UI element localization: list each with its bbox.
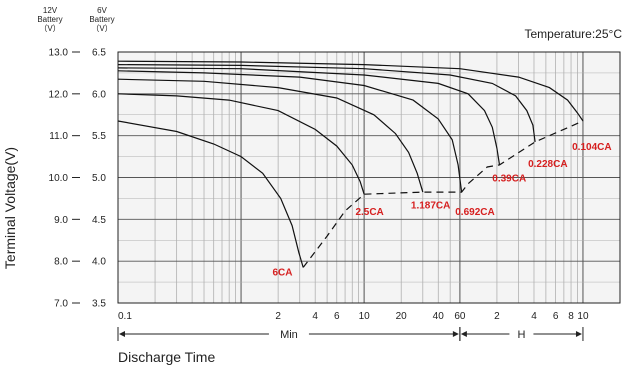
x-tick-label: 0.1 [118,311,132,322]
x-tick-label: 4 [312,311,318,322]
x-tick-label: 6 [334,311,340,322]
x-axis-title: Discharge Time [118,349,215,365]
rate-label: 0.228CA [528,159,567,170]
y-tick-12v: 8.0 [54,257,68,268]
y-tick-6v: 4.5 [92,215,106,226]
y-tick-12v: 9.0 [54,215,68,226]
x-tick-label: 4 [531,311,537,322]
y-header-line: Battery [37,15,62,24]
y-header-line: （V） [39,24,60,33]
y-header-line: （V） [91,24,112,33]
segment-arrowhead [576,331,582,337]
y-tick-6v: 6.5 [92,48,106,59]
x-tick-label: 2 [275,311,281,322]
x-tick-label: 10 [577,311,589,322]
rate-label: 6CA [272,268,292,279]
y-tick-12v: 11.0 [49,131,68,142]
y-tick-6v: 3.5 [92,299,106,310]
segment-arrowhead [453,331,459,337]
x-tick-labels: 0.1 2 4 6 10 20 40 60 2 4 6 8 10 [118,311,589,322]
y-header-line: Battery [89,15,114,24]
segment-arrowhead [461,331,467,337]
temperature-label: Temperature:25°C [524,27,622,41]
segment-arrowhead [119,331,125,337]
y-tick-12v: 7.0 [54,299,68,310]
x-tick-label: 10 [359,311,371,322]
y-tick-12v: 13.0 [49,48,69,59]
x-tick-label: 2 [494,311,500,322]
segment-label: H [517,329,525,341]
y-tick-6v: 4.0 [92,257,106,268]
y-tick-6v: 5.0 [92,173,106,184]
y-header-line: 12V [43,6,58,15]
x-tick-label: 8 [568,311,574,322]
rate-label: 0.692CA [455,207,494,218]
x-tick-label: 60 [454,311,466,322]
y-tick-6v: 5.5 [92,131,106,142]
x-tick-label: 20 [396,311,408,322]
time-unit-segments: Min H [118,327,583,341]
rate-label: 1.187CA [411,201,450,212]
y-tick-6v: 6.0 [92,89,106,100]
rate-label: 0.39CA [492,174,526,185]
y-tick-labels: 13.0 12.0 11.0 10.0 9.0 8.0 7.0 6.5 6.0 5.5 5.0 4.5… [49,48,107,310]
y-tick-12v: 12.0 [49,89,69,100]
rate-label: 0.104CA [572,142,611,153]
x-tick-label: 6 [553,311,559,322]
segment-label: Min [280,329,298,341]
y-tick-12v: 10.0 [49,173,69,184]
rate-label: 2.5CA [355,207,383,218]
y-axis-title: Terminal Voltage(V) [2,147,18,269]
x-tick-label: 40 [433,311,445,322]
y-header-line: 6V [97,6,107,15]
